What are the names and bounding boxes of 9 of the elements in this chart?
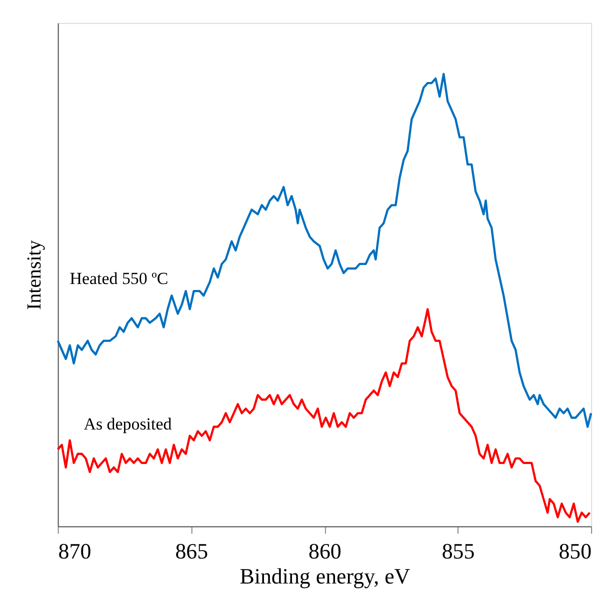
x-tick-label: 850 <box>558 538 592 564</box>
series-label: Heated 550 ºC <box>70 269 168 288</box>
x-tick-label: 860 <box>308 538 342 564</box>
x-tick-label: 855 <box>442 538 475 564</box>
x-tick-label: 870 <box>58 538 92 564</box>
y-axis-title: Intensity <box>23 240 46 310</box>
x-axis-title: Binding energy, eV <box>240 564 410 589</box>
x-tick-label: 865 <box>175 538 208 564</box>
series-label: As deposited <box>84 414 172 434</box>
